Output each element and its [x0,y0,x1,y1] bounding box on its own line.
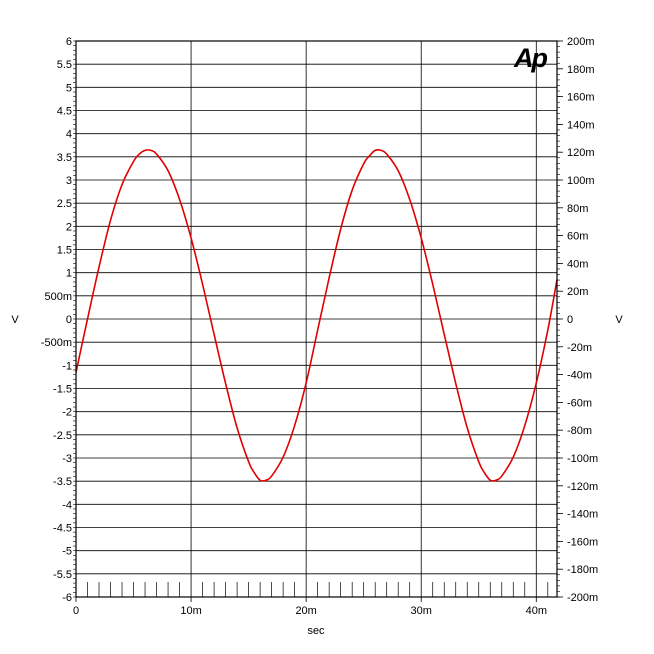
y-tick-label-left: 3.5 [57,152,72,164]
y-axis-label-left: V [11,314,19,326]
y-tick-label-right: -60m [567,397,592,409]
series-line [75,148,558,482]
y-tick-label-left: 5 [66,82,72,94]
y-tick-label-left: -1 [62,360,72,372]
y-tick-label-left: -5.5 [53,569,72,581]
y-tick-label-right: 200m [567,36,595,48]
y-axis-label-right: V [615,314,623,326]
y-tick-label-left: 4.5 [57,106,72,118]
plot-frame [75,40,558,598]
axis-labels: 6 5.5 5 4.5 4 3.5 3 2.5 2 1.5 1 500m 0 -500m -1 -1.5 -2 -… [41,36,598,617]
y-tick-label-right: 120m [567,147,595,159]
x-tick-label: 30m [411,605,432,617]
y-tick-label-left: 0 [66,314,72,326]
y-tick-label-left: -4 [62,499,72,511]
y-tick-label-left: -3 [62,453,72,465]
y-tick-label-left: -6 [62,592,72,604]
y-tick-label-left: 3 [66,175,72,187]
y-tick-label-right: -140m [567,509,598,521]
y-tick-label-right: 160m [567,92,595,104]
y-tick-label-right: -200m [567,592,598,604]
y-tick-label-right: 180m [567,64,595,76]
y-tick-label-left: -2.5 [53,430,72,442]
y-tick-label-right: 20m [567,286,588,298]
x-tick-label: 10m [180,605,201,617]
y-tick-label-right: -20m [567,342,592,354]
y-tick-label-right: 40m [567,258,588,270]
x-tick-label: 0 [73,605,79,617]
y-tick-label-right: -120m [567,481,598,493]
y-tick-label-left: 6 [66,36,72,48]
y-tick-label-left: 5.5 [57,59,72,71]
y-tick-label-left: 1 [66,268,72,280]
y-tick-label-right: 0 [567,314,573,326]
ap-logo: Ap [513,43,547,73]
x-tick-label: 20m [295,605,316,617]
y-tick-label-right: 140m [567,119,595,131]
y-tick-label-right: -80m [567,425,592,437]
y-tick-label-right: -180m [567,564,598,576]
y-tick-label-left: -1.5 [53,384,72,396]
y-tick-label-right: 60m [567,231,588,243]
y-tick-label-left: 1.5 [57,245,72,257]
y-tick-label-left: -5 [62,546,72,558]
y-tick-label-right: -40m [567,370,592,382]
y-tick-label-left: 2.5 [57,198,72,210]
y-tick-label-left: -4.5 [53,523,72,535]
y-tick-label-right: -100m [567,453,598,465]
y-tick-label-right: -160m [567,536,598,548]
y-tick-label-left: 4 [66,129,72,141]
y-tick-label-left: -500m [41,337,72,349]
y-tick-label-left: -2 [62,407,72,419]
y-tick-label-left: 2 [66,221,72,233]
y-tick-label-left: 500m [44,291,72,303]
x-tick-label: 40m [526,605,547,617]
x-axis-label: sec [307,625,325,637]
y-tick-label-right: 100m [567,175,595,187]
y-tick-label-left: -3.5 [53,476,72,488]
y-tick-label-right: 80m [567,203,588,215]
